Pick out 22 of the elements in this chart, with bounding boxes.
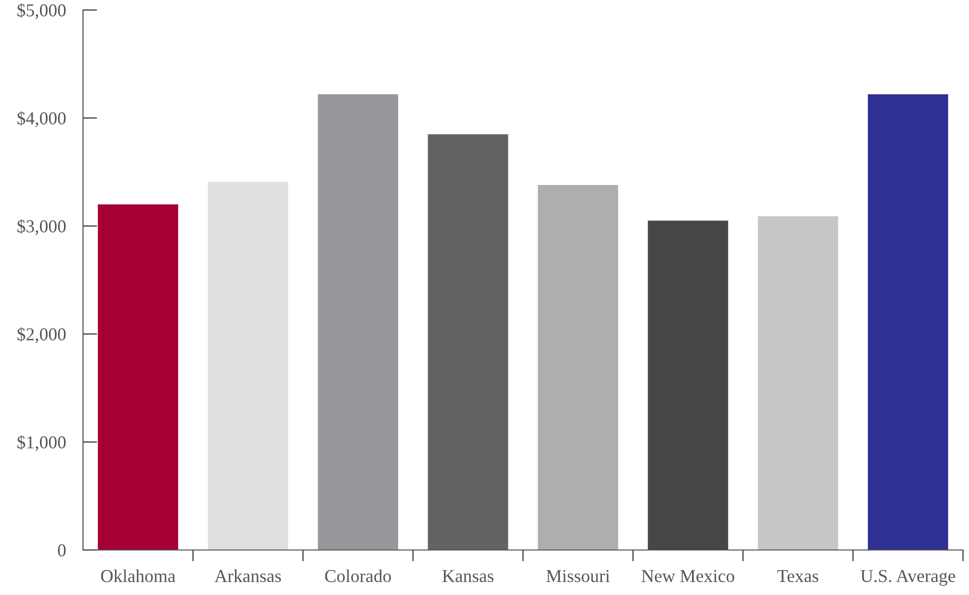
x-tick-label: Colorado: [325, 569, 391, 582]
y-tick-label: $3,000: [17, 219, 66, 236]
y-tick-label: 0: [58, 544, 66, 556]
y-tick-label: $2,000: [17, 327, 66, 344]
x-tick-label: Kansas: [442, 570, 494, 582]
bar: [758, 216, 838, 550]
y-tick-label: $1,000: [17, 435, 66, 452]
bar: [538, 184, 618, 550]
x-tick-label: U.S. Average: [860, 570, 956, 586]
bar: [208, 182, 288, 550]
y-tick-label: $5,000: [17, 3, 66, 20]
x-tick-label: Oklahoma: [101, 569, 176, 582]
x-tick-label: Missouri: [546, 570, 610, 582]
bar: [318, 94, 398, 550]
x-tick-label: New Mexico: [642, 570, 734, 582]
x-tick-label: Texas: [777, 570, 818, 582]
x-tick-label: Arkansas: [214, 569, 281, 582]
y-tick-label: $4,000: [17, 111, 66, 128]
bar: [648, 220, 728, 550]
bar: [868, 94, 948, 550]
bar: [428, 134, 508, 550]
bar: [98, 204, 178, 550]
